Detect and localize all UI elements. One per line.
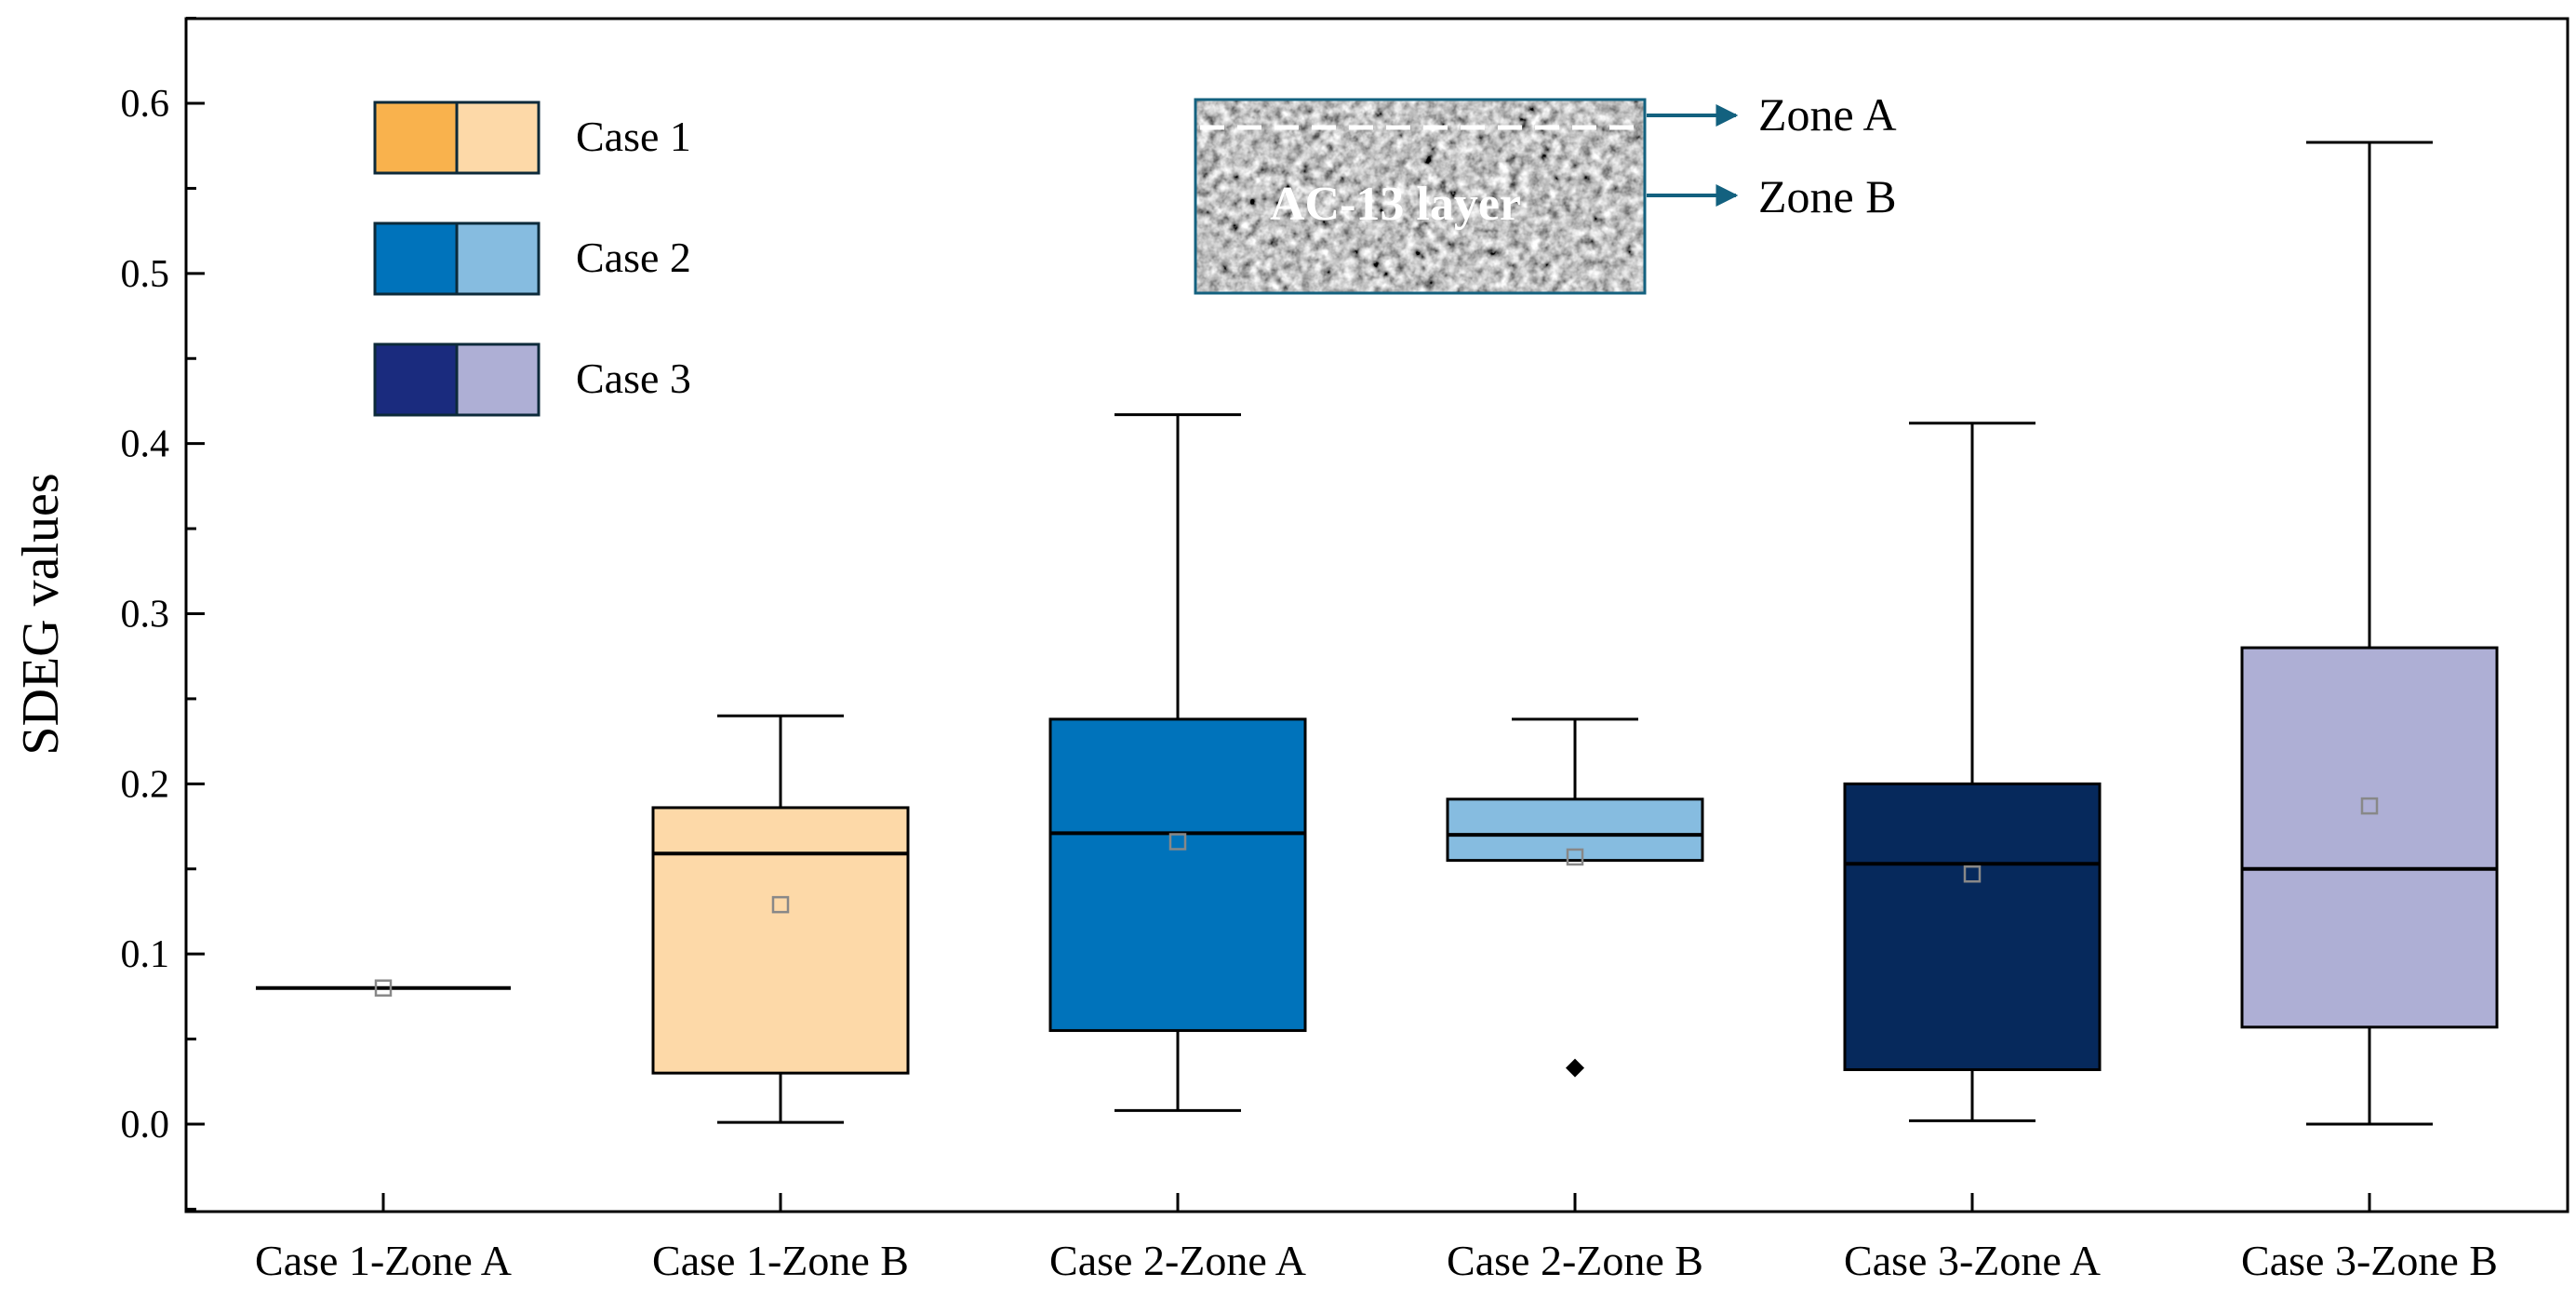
layer-inset-border (1194, 98, 1647, 295)
box-case-1-zone-a (256, 979, 511, 997)
zone-b-label: Zone B (1758, 170, 1897, 222)
x-axis: Case 1-Zone A Case 1-Zone B Case 2-Zone A C… (255, 1193, 2498, 1284)
box-body (651, 806, 910, 1075)
x-category-label: Case 1-Zone B (652, 1237, 909, 1284)
box-body (1048, 717, 1307, 1032)
y-axis-title: SDEG values (12, 473, 70, 755)
box-body (1843, 782, 2102, 1071)
y-tick-label: 0.6 (121, 83, 170, 126)
mean-marker (2360, 797, 2379, 815)
legend-entry-1: Case 1 (373, 101, 691, 175)
layer-inset-texture (1195, 100, 1645, 293)
legend-label: Case 2 (576, 234, 691, 281)
mean-marker (771, 895, 790, 914)
mean-marker (1168, 833, 1187, 851)
box-body (1446, 797, 1704, 863)
legend-swatch-light (455, 221, 541, 296)
x-category-label: Case 3-Zone A (1844, 1237, 2101, 1284)
outlier-point (1566, 1058, 1584, 1078)
box-case-1-zone-b (651, 714, 910, 1124)
layer-inset: AC-13 layer Zone A Zone B (1194, 88, 1897, 295)
box-series (256, 141, 2499, 1126)
y-tick-label: 0.3 (121, 594, 170, 637)
y-tick-label: 0.1 (121, 933, 170, 976)
legend-entry-2: Case 2 (373, 221, 691, 296)
x-category-label: Case 2-Zone A (1049, 1237, 1306, 1284)
y-tick-label: 0.4 (121, 423, 170, 466)
box-case-2-zone-b (1446, 717, 1704, 1078)
legend-swatch-dark (373, 101, 459, 175)
mean-marker (374, 979, 393, 997)
mean-marker (1566, 848, 1584, 866)
legend-entry-3: Case 3 (373, 342, 691, 417)
layer-label: AC-13 layer (1270, 178, 1521, 231)
y-tick-label: 0.0 (121, 1104, 170, 1146)
box-case-2-zone-a (1048, 413, 1307, 1112)
legend: Case 1 Case 2 Case 3 (373, 101, 691, 417)
box-body (2240, 646, 2499, 1029)
zone-a-label: Zone A (1758, 88, 1897, 141)
legend-swatch-light (455, 101, 541, 175)
legend-label: Case 1 (576, 113, 691, 160)
box-case-3-zone-a (1843, 422, 2102, 1122)
x-category-label: Case 3-Zone B (2241, 1237, 2498, 1284)
x-category-label: Case 1-Zone A (255, 1237, 512, 1284)
legend-swatch-dark (373, 342, 459, 417)
y-tick-label: 0.5 (121, 253, 170, 296)
y-tick-label: 0.2 (121, 763, 170, 806)
legend-label: Case 3 (576, 355, 691, 402)
legend-swatch-dark (373, 221, 459, 296)
mean-marker (1963, 864, 1982, 883)
legend-swatch-light (455, 342, 541, 417)
y-axis: 0.0 0.1 0.2 0.3 0.4 0.5 0.6 (121, 17, 205, 1211)
box-case-3-zone-b (2240, 141, 2499, 1126)
x-category-label: Case 2-Zone B (1447, 1237, 1703, 1284)
